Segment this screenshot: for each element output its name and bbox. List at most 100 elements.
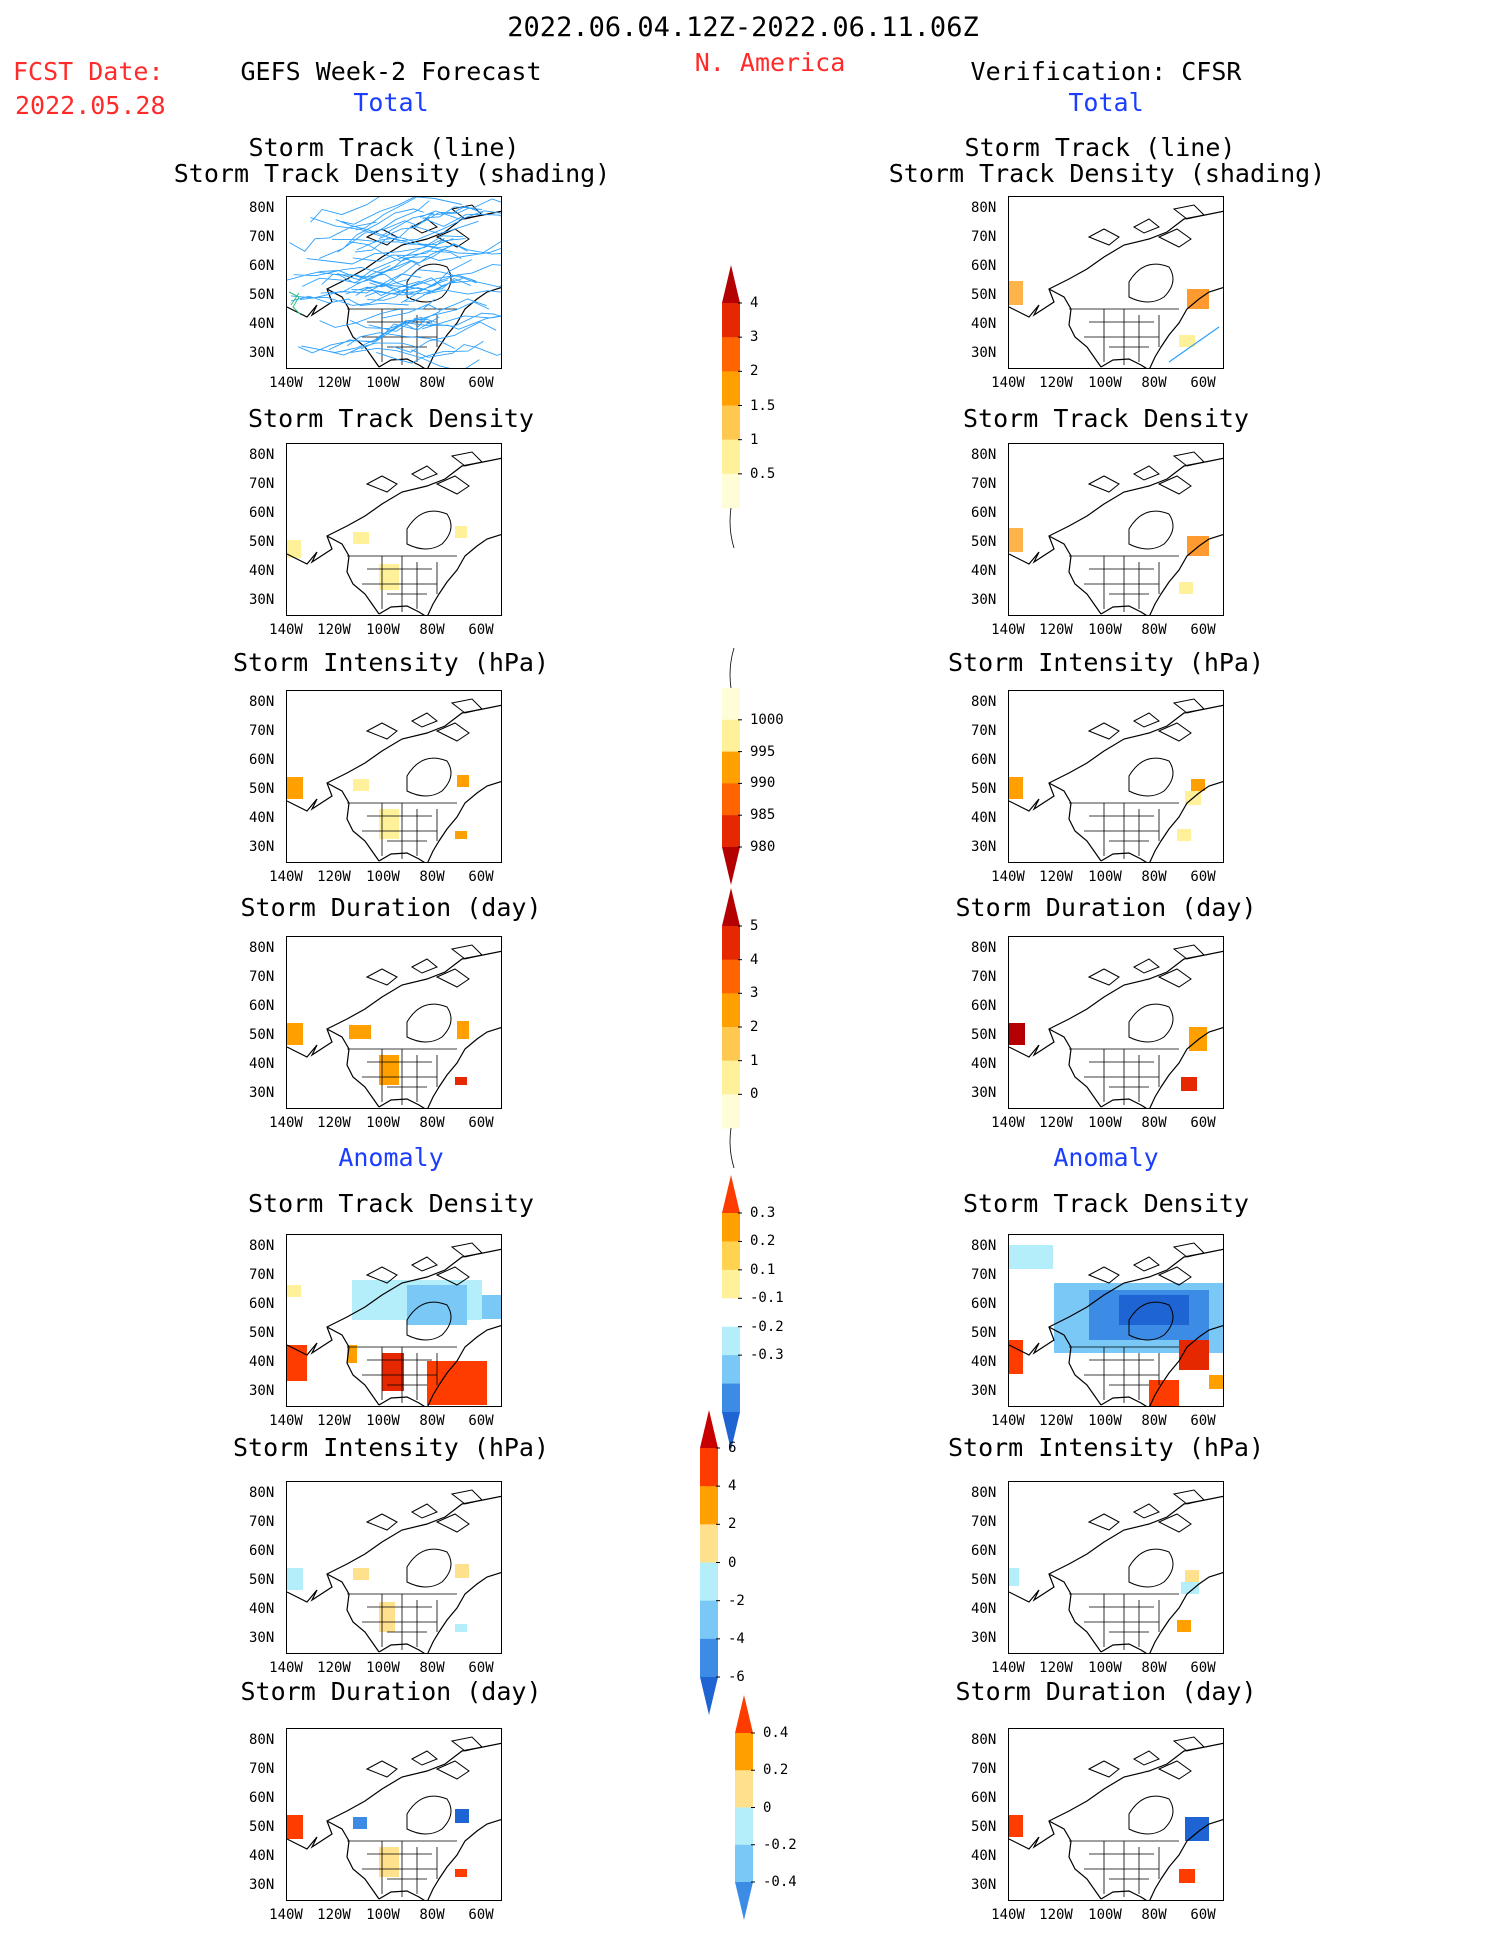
shaded-cell	[1009, 1815, 1023, 1837]
colorbar-label: 0.4	[763, 1725, 789, 1741]
lat-label: 50N	[249, 781, 275, 797]
colorbar-label: -2	[728, 1592, 745, 1609]
shaded-cell	[287, 1345, 307, 1381]
lat-label: 60N	[249, 505, 275, 521]
coastline	[1009, 1495, 1223, 1653]
title-duration-left: Storm Duration (day)	[240, 893, 542, 922]
date-range-title: 2022.06.04.12Z-2022.06.11.06Z	[507, 12, 979, 43]
state-borders	[1069, 308, 1179, 365]
lon-label: 60W	[468, 1907, 494, 1923]
lat-label: 30N	[971, 1085, 997, 1101]
lat-label: 30N	[971, 1630, 997, 1646]
lat-label: 50N	[971, 1572, 997, 1588]
title-track-line-left: Storm Track (line)	[248, 133, 520, 162]
lat-label: 80N	[971, 940, 997, 956]
lon-label: 80W	[1141, 1907, 1167, 1923]
shaded-cell	[457, 775, 469, 787]
lat-label: 30N	[971, 1383, 997, 1399]
colorbar-segment	[735, 1733, 753, 1771]
lon-label: 120W	[317, 1660, 351, 1676]
lat-label: 80N	[249, 1238, 275, 1254]
lat-label: 70N	[971, 1267, 997, 1283]
title-duration-right: Storm Duration (day)	[955, 893, 1257, 922]
colorbar-anom-density	[722, 1175, 742, 1450]
lon-label: 80W	[419, 869, 445, 885]
colorbar-segment	[722, 439, 740, 475]
lon-label: 120W	[1039, 1413, 1073, 1429]
colorbar-label: 2	[750, 1019, 759, 1035]
coastline	[1009, 210, 1223, 368]
islands	[365, 698, 483, 797]
colorbar-label: 2	[750, 363, 759, 380]
islands	[365, 1736, 483, 1835]
map-panel-track-left	[286, 196, 502, 369]
map-svg	[1009, 698, 1223, 862]
lon-label: 60W	[1190, 1660, 1216, 1676]
state-borders	[1069, 1346, 1179, 1403]
colorbar-label: 995	[750, 743, 776, 760]
lat-label: 60N	[971, 1543, 997, 1559]
lon-label: 60W	[468, 1413, 494, 1429]
lat-label: 80N	[249, 940, 275, 956]
right-column-title: Verification: CFSR	[970, 57, 1242, 86]
lat-label: 30N	[249, 1085, 275, 1101]
lat-label: 60N	[971, 505, 997, 521]
shaded-cell	[455, 831, 467, 839]
state-borders	[347, 1593, 457, 1650]
lat-label: 60N	[249, 258, 275, 274]
lat-label: 70N	[249, 1514, 275, 1530]
lon-label: 80W	[1141, 1115, 1167, 1131]
map-svg	[287, 197, 501, 368]
colorbar-tip	[735, 1695, 753, 1733]
shaded-cell	[407, 1285, 467, 1325]
lat-label: 30N	[249, 1630, 275, 1646]
coastline	[1009, 950, 1223, 1108]
colorbar-label: 0.1	[750, 1261, 776, 1278]
islands	[365, 1242, 483, 1341]
coastline	[1009, 704, 1223, 862]
shaded-cell	[455, 1624, 467, 1632]
lon-label: 60W	[468, 1660, 494, 1676]
title-track-shading-right: Storm Track Density (shading)	[888, 159, 1326, 188]
lat-label: 50N	[249, 1572, 275, 1588]
state-borders	[347, 555, 457, 612]
colorbar-label: -0.2	[750, 1318, 784, 1335]
colorbar-label: 1000	[750, 711, 784, 728]
title-anom-duration-right: Storm Duration (day)	[955, 1677, 1257, 1706]
shaded-cell	[1209, 1375, 1223, 1389]
lat-label: 70N	[971, 723, 997, 739]
shaded-cell	[287, 1285, 301, 1297]
lon-label: 60W	[1190, 1413, 1216, 1429]
lon-label: 140W	[991, 622, 1025, 638]
lat-label: 40N	[971, 810, 997, 826]
lat-label: 30N	[249, 1383, 275, 1399]
map-panel-duration-right	[1008, 936, 1224, 1109]
colorbar-segment	[722, 473, 740, 509]
lon-label: 100W	[366, 375, 400, 391]
lon-label: 80W	[419, 1115, 445, 1131]
colorbar-label: -4	[728, 1630, 745, 1647]
title-intensity-right: Storm Intensity (hPa)	[947, 648, 1265, 677]
lon-label: 120W	[1039, 1907, 1073, 1923]
shaded-cell	[455, 1809, 469, 1823]
shaded-cell	[1009, 777, 1023, 799]
map-svg	[1009, 1242, 1223, 1406]
colorbar-label: 985	[750, 807, 776, 824]
shaded-cell	[1179, 1340, 1209, 1370]
lon-label: 80W	[419, 1413, 445, 1429]
shaded-cell	[455, 1564, 469, 1578]
colorbar-label: 0	[728, 1554, 737, 1571]
map-svg	[1009, 944, 1223, 1108]
lat-label: 30N	[971, 592, 997, 608]
colorbar-segment	[700, 1562, 718, 1602]
state-borders	[347, 1840, 457, 1897]
colorbar-label: -0.2	[763, 1836, 797, 1853]
map-panel-a-duration-left	[286, 1728, 502, 1901]
colorbar-label: 0.2	[750, 1233, 776, 1250]
colorbar-segment	[722, 688, 740, 721]
colorbar-intensity	[722, 648, 742, 885]
colorbar-segment	[722, 926, 740, 961]
lon-label: 100W	[366, 622, 400, 638]
lat-label: 30N	[249, 592, 275, 608]
coastline	[287, 1248, 501, 1406]
